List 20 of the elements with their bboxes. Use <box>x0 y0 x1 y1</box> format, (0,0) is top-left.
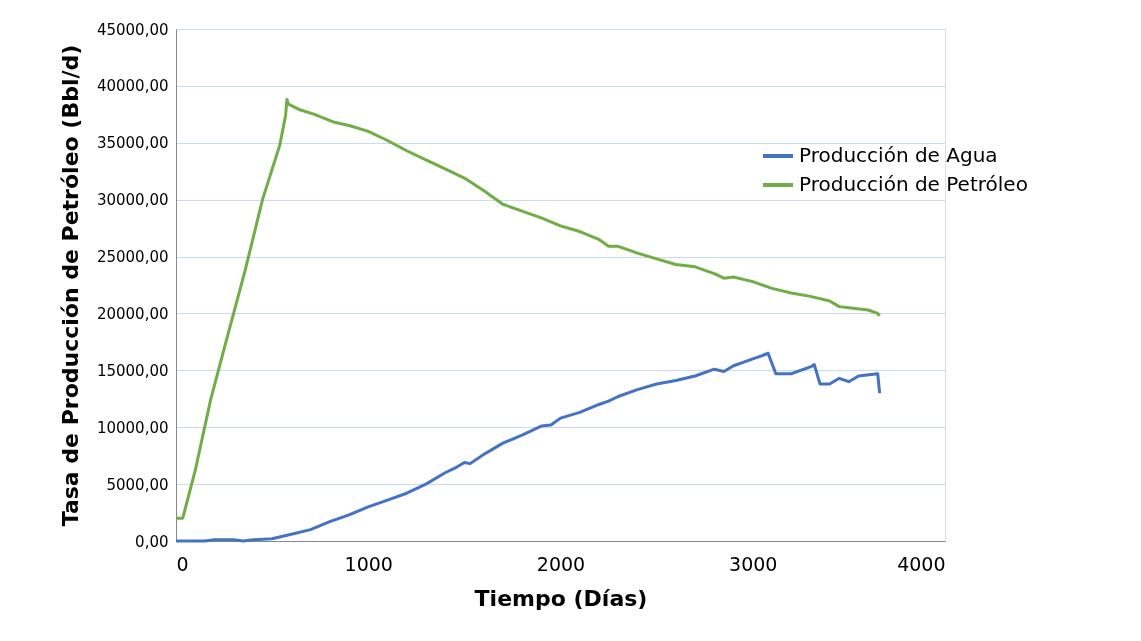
legend-label: Producción de Petróleo <box>799 172 1028 196</box>
x-tick-label: 1000 <box>344 552 393 575</box>
x-tick-label: 4000 <box>897 552 946 575</box>
y-tick-label: 45000,00 <box>96 20 169 39</box>
x-tick-label: 3000 <box>729 552 778 575</box>
y-tick-label: 0,00 <box>135 532 169 551</box>
x-axis-title: Tiempo (Días) <box>474 585 648 611</box>
y-tick-label: 15000,00 <box>96 361 169 380</box>
y-tick-label: 30000,00 <box>96 191 169 210</box>
y-tick-label: 25000,00 <box>96 248 169 267</box>
y-axis-title: Tasa de Producción de Petróleo (Bbl/d) <box>57 44 83 527</box>
x-tick-label: 2000 <box>536 552 586 575</box>
x-tick-label: 0 <box>176 552 189 575</box>
line-series <box>174 351 882 543</box>
y-tick-label: 35000,00 <box>96 134 169 153</box>
y-tick-label: 10000,00 <box>96 418 169 437</box>
y-tick-label: 40000,00 <box>96 77 169 96</box>
y-tick-label: 20000,00 <box>96 304 169 323</box>
y-tick-label: 5000,00 <box>106 475 169 494</box>
legend-label: Producción de Agua <box>799 143 998 167</box>
